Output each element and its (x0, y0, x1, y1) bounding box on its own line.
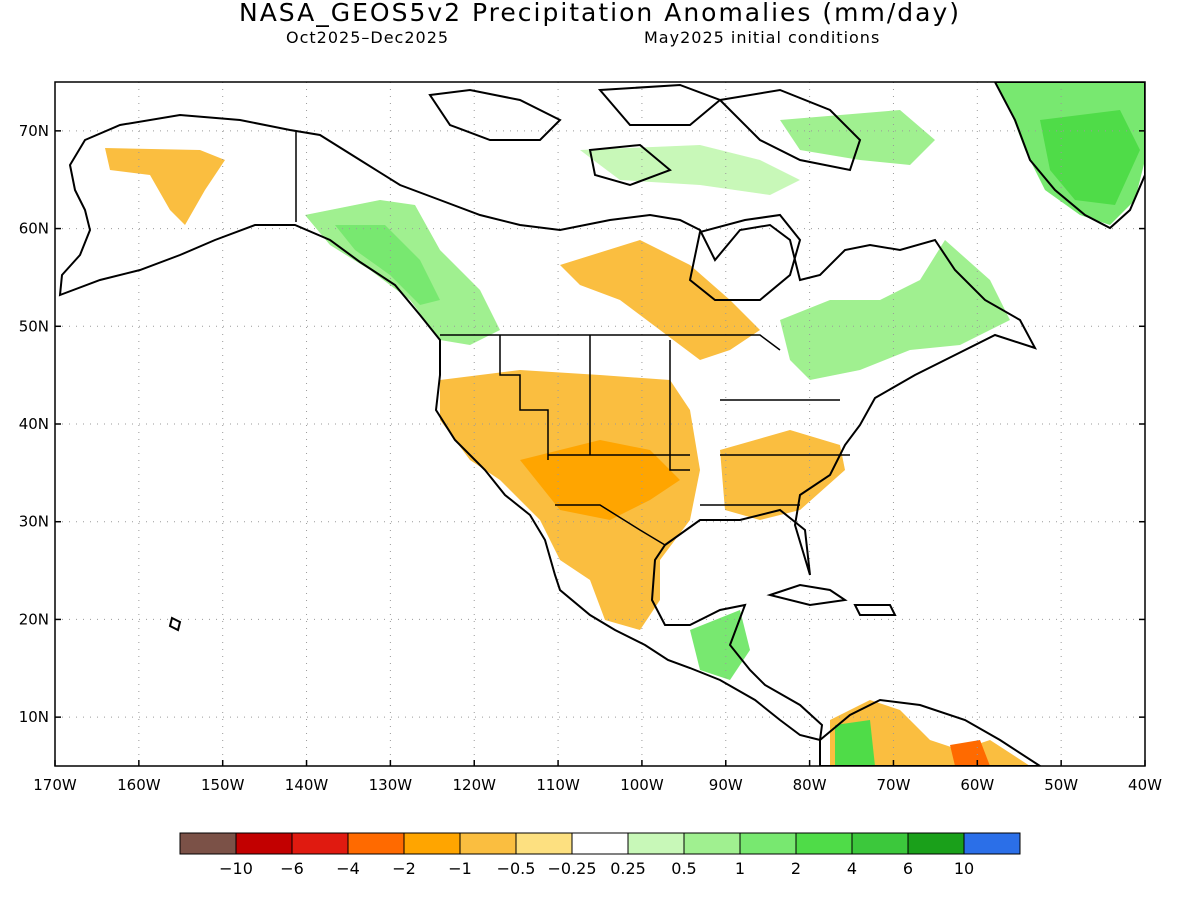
map-title: NASA_GEOS5v2 Precipitation Anomalies (mm… (239, 0, 961, 27)
colorbar-label: −1 (448, 859, 472, 878)
colorbar-swatch (739, 832, 797, 855)
x-tick-label: 90W (709, 776, 743, 794)
x-tick-label: 70W (877, 776, 911, 794)
x-tick-label: 40W (1128, 776, 1162, 794)
state-lines-west (499, 335, 549, 460)
x-tick-label: 120W (452, 776, 496, 794)
y-axis-ticks: 10N 20N 30N 40N 50N 60N 70N (19, 122, 1145, 726)
hawaii-outline (168, 616, 182, 632)
colorbar-label: −0.5 (497, 859, 536, 878)
colorbar-label: 0.5 (671, 859, 696, 878)
colorbar-swatch (683, 832, 741, 855)
colorbar-swatch (963, 832, 1021, 855)
colorbar-swatch (907, 832, 965, 855)
colorbar-label: −10 (219, 859, 253, 878)
anomaly-colombia-wet (835, 720, 875, 766)
colorbar-labels: −10 −6 −4 −2 −1 −0.5 −0.25 0.25 0.5 1 2 4 6 10 (219, 859, 974, 878)
colorbar-swatch (347, 832, 405, 855)
colorbar (179, 832, 1021, 855)
hispaniola-outline (853, 604, 897, 616)
anomaly-arctic-light (580, 145, 800, 195)
anomaly-prairie-dry (560, 240, 760, 360)
south-america-outline (819, 698, 1042, 766)
colorbar-swatch (459, 832, 517, 855)
forecast-period: Oct2025–Dec2025 (286, 28, 450, 47)
colorbar-swatch (291, 832, 349, 855)
anomaly-greenland-core (1040, 110, 1140, 205)
colorbar-label: −0.25 (547, 859, 596, 878)
hudson-bay-outline (688, 213, 802, 301)
baffin-island (717, 88, 862, 172)
x-tick-label: 140W (285, 776, 329, 794)
colorbar-label: −4 (336, 859, 360, 878)
x-tick-label: 80W (793, 776, 827, 794)
colorbar-label: 1 (735, 859, 745, 878)
colorbar-label: −2 (392, 859, 416, 878)
colorbar-swatch (627, 832, 685, 855)
anomaly-southeast-dry (720, 430, 845, 520)
colorbar-label: 4 (847, 859, 857, 878)
anomaly-central-america (690, 610, 750, 680)
state-lines-central (589, 335, 690, 471)
state-lines-east (700, 399, 850, 506)
colorbar-label: −6 (280, 859, 304, 878)
us-canada-border (440, 334, 781, 351)
y-tick-label: 10N (19, 708, 49, 726)
x-axis-ticks: 170W 160W 150W 140W 130W 120W 110W 100W 90W 80W 70… (33, 760, 1162, 794)
x-tick-label: 60W (960, 776, 994, 794)
colorbar-label: 6 (903, 859, 913, 878)
arctic-island-3 (588, 143, 672, 187)
y-tick-label: 50N (19, 317, 49, 335)
x-tick-label: 110W (536, 776, 580, 794)
anomaly-alaska-dry (105, 148, 225, 225)
initial-conditions: May2025 initial conditions (644, 28, 881, 47)
colorbar-swatch (795, 832, 853, 855)
anomaly-southern-plains-core (520, 440, 680, 520)
x-tick-label: 100W (620, 776, 664, 794)
anomaly-bc-coast (335, 225, 440, 305)
colorbar-swatch (571, 832, 629, 855)
anomaly-east-canada (780, 240, 1010, 380)
colorbar-swatch (851, 832, 909, 855)
y-tick-label: 30N (19, 513, 49, 531)
y-tick-label: 20N (19, 610, 49, 628)
y-tick-label: 60N (19, 220, 49, 238)
colorbar-label: 10 (954, 859, 974, 878)
arctic-island-1 (428, 88, 562, 141)
colorbar-label: 0.25 (610, 859, 646, 878)
colorbar-label: 2 (791, 859, 801, 878)
x-tick-label: 170W (33, 776, 77, 794)
coastlines (58, 82, 1145, 766)
colorbar-swatch (235, 832, 293, 855)
north-america-outline (58, 113, 1038, 742)
greenland-outline (993, 82, 1145, 230)
colorbar-swatch (403, 832, 461, 855)
x-tick-label: 150W (201, 776, 245, 794)
anomaly-venezuela-core (950, 740, 990, 766)
x-tick-label: 50W (1044, 776, 1078, 794)
cuba-outline (766, 583, 848, 607)
colorbar-swatch (515, 832, 573, 855)
political-borders (295, 132, 850, 546)
us-mexico-border (548, 454, 690, 546)
colorbar-swatch (179, 832, 237, 855)
y-tick-label: 70N (19, 122, 49, 140)
y-tick-label: 40N (19, 415, 49, 433)
x-tick-label: 160W (117, 776, 161, 794)
arctic-island-2 (597, 83, 722, 126)
x-tick-label: 130W (369, 776, 413, 794)
